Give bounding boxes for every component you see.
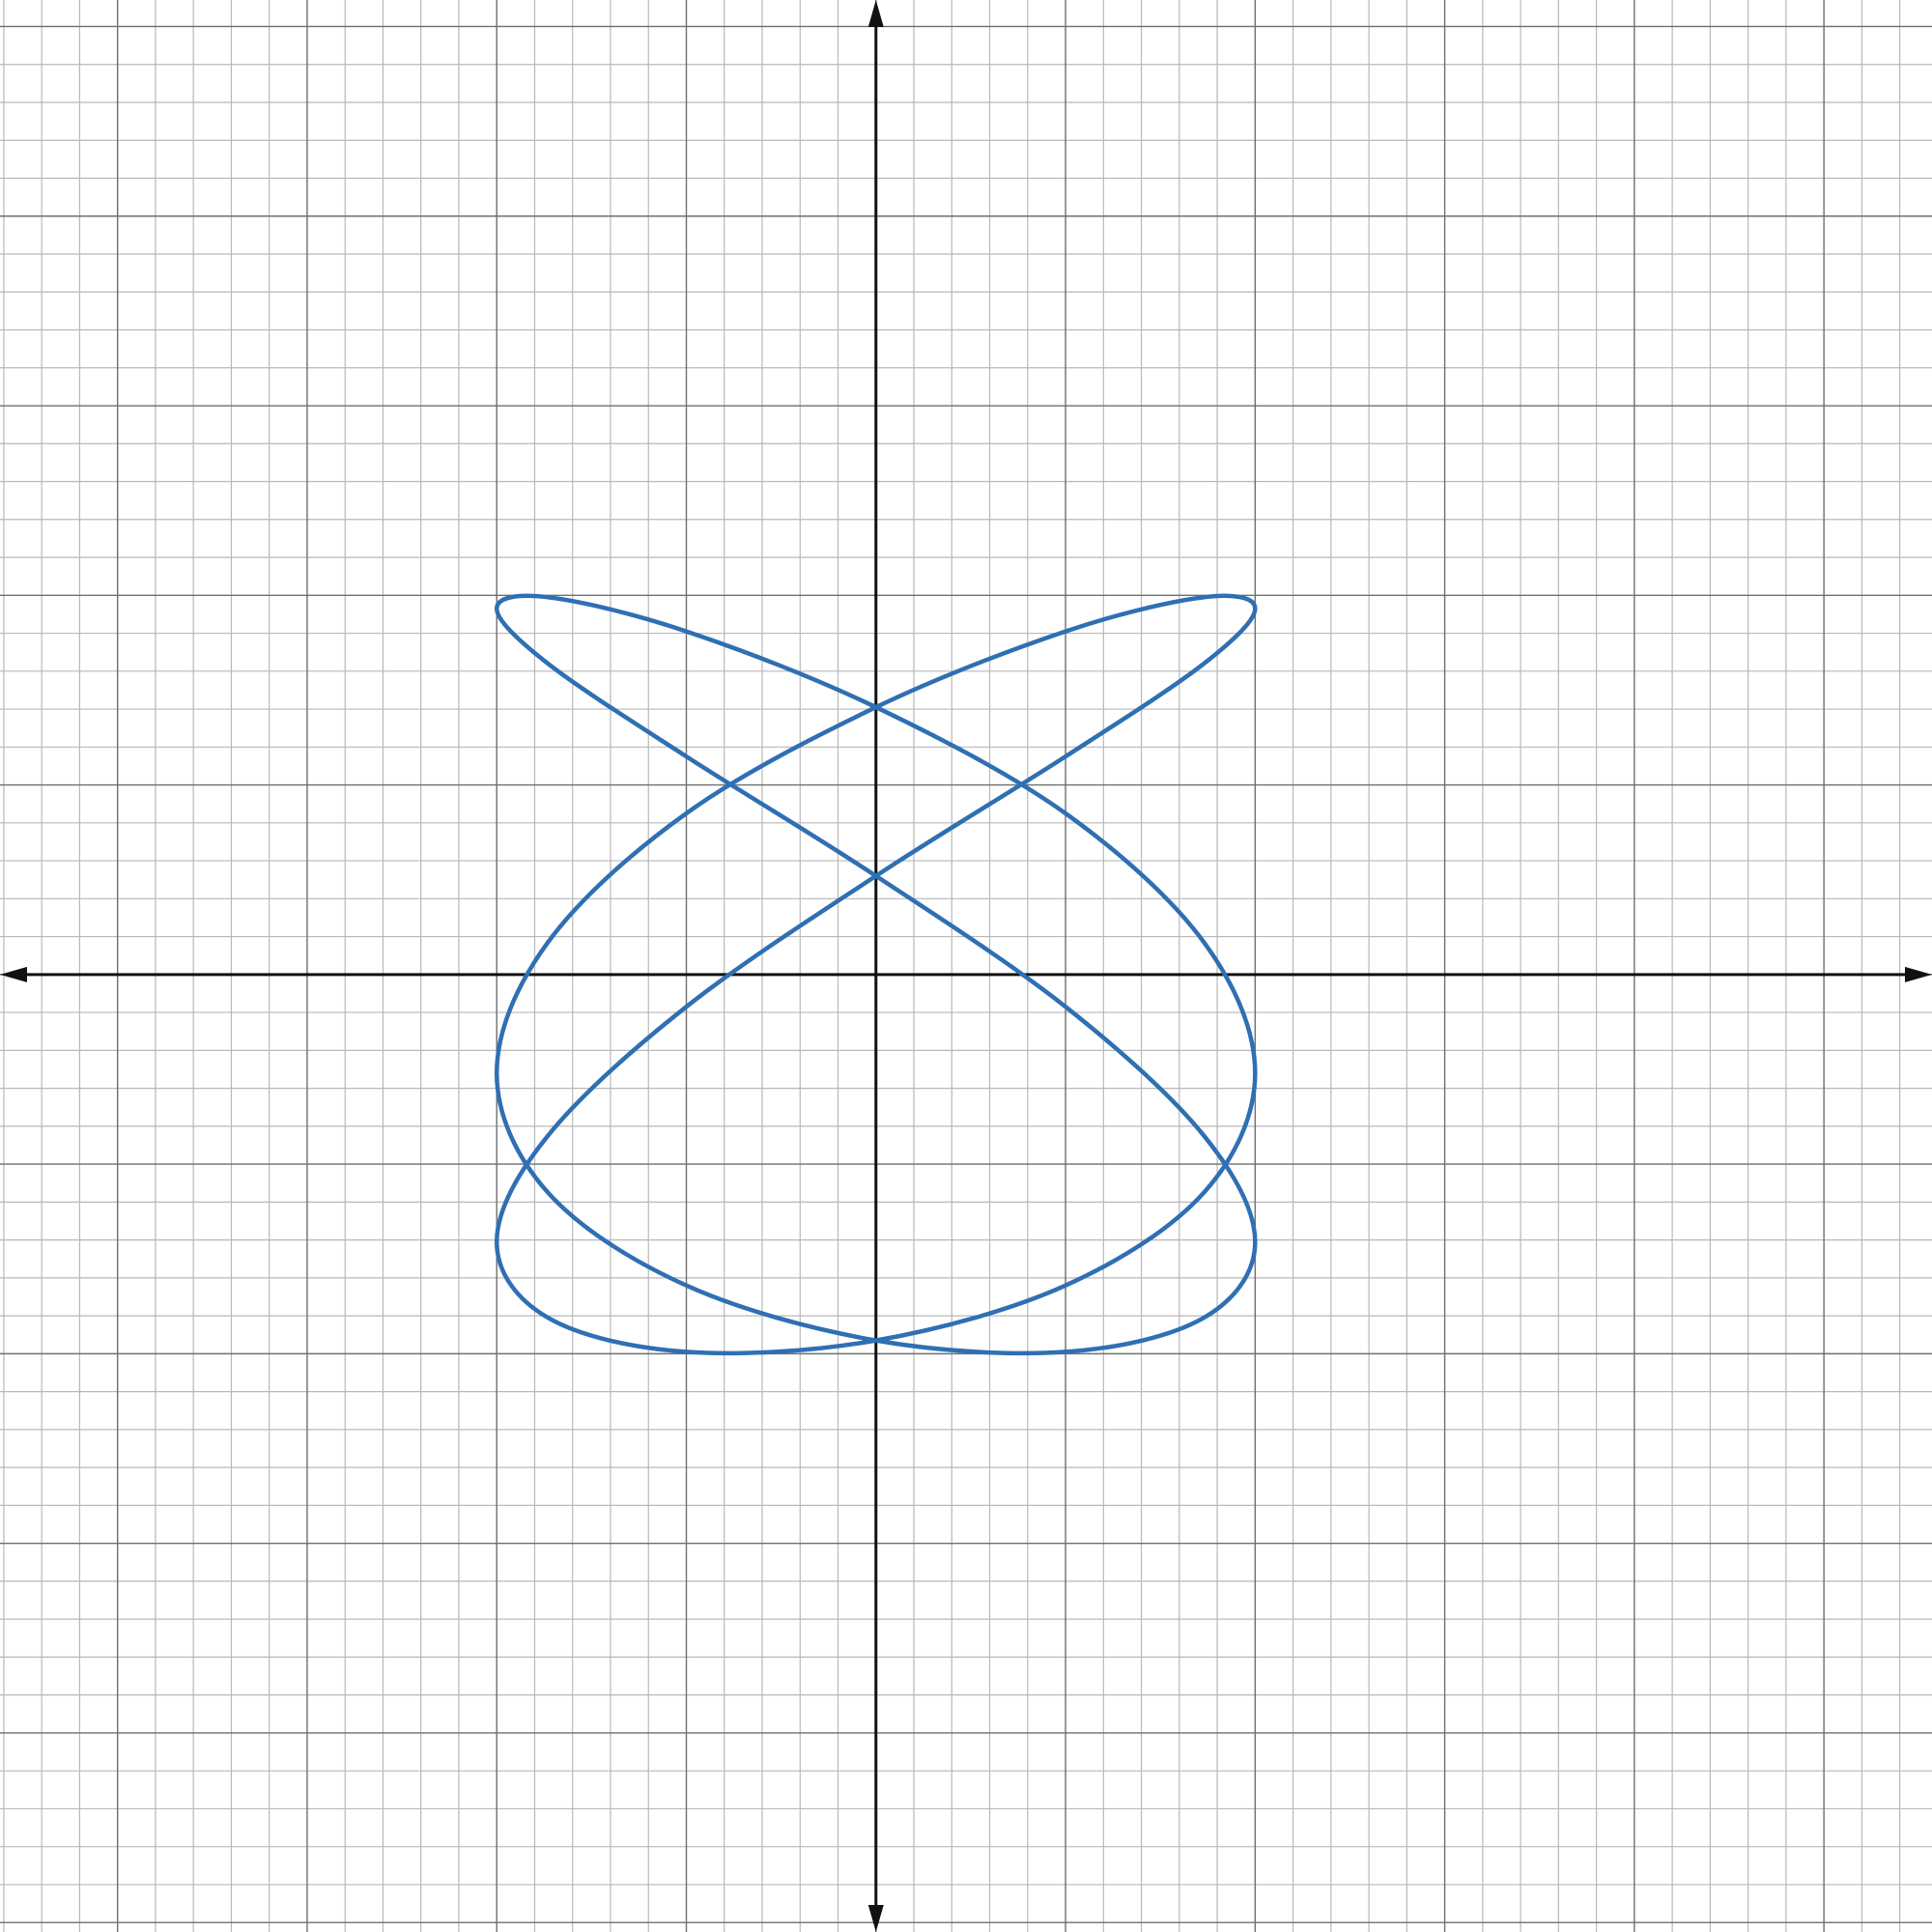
arrowhead	[0, 966, 27, 982]
arrowhead	[1905, 966, 1932, 982]
curve	[494, 593, 1258, 1356]
arrowhead	[867, 0, 884, 27]
arrowhead	[867, 1905, 884, 1932]
curves	[494, 593, 1258, 1356]
